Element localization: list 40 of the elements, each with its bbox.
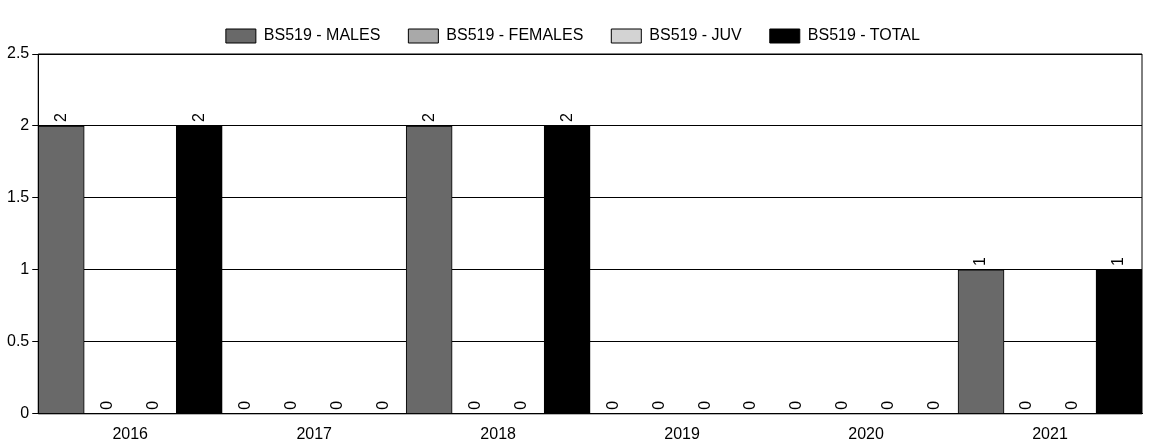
data-label: 0 — [741, 400, 759, 410]
y-tick-label: 2.5 — [6, 44, 30, 62]
y-tick-label: 1 — [20, 260, 30, 278]
data-label: 0 — [787, 400, 805, 410]
data-label: 0 — [511, 400, 529, 410]
legend-label: BS519 - FEMALES — [446, 26, 584, 44]
data-label: 1 — [971, 256, 989, 266]
data-label: 0 — [603, 400, 621, 410]
y-tick-label: 0.5 — [6, 332, 30, 350]
y-tick-label: 2 — [20, 116, 30, 134]
data-label: 0 — [465, 400, 483, 410]
x-tick-label: 2021 — [1032, 424, 1068, 442]
y-tick-label: 1.5 — [6, 188, 30, 206]
data-label: 0 — [925, 400, 943, 410]
data-label: 2 — [189, 112, 207, 122]
legend-label: BS519 - JUV — [649, 26, 743, 44]
data-label: 2 — [419, 112, 437, 122]
legend-label: BS519 - MALES — [263, 26, 381, 44]
data-label: 0 — [327, 400, 345, 410]
data-label: 0 — [97, 400, 115, 410]
data-label: 0 — [281, 400, 299, 410]
data-label: 0 — [649, 400, 667, 410]
x-tick-label: 2018 — [480, 424, 517, 442]
x-tick-label: 2017 — [296, 424, 333, 442]
data-label: 2 — [51, 112, 69, 122]
data-label: 0 — [235, 400, 253, 410]
data-label: 2 — [557, 112, 575, 122]
data-label: 0 — [373, 400, 391, 410]
legend-label: BS519 - TOTAL — [807, 26, 920, 44]
data-label: 0 — [695, 400, 713, 410]
data-label: 0 — [879, 400, 897, 410]
x-tick-label: 2019 — [664, 424, 700, 442]
x-tick-label: 2020 — [848, 424, 884, 442]
x-tick-label: 2016 — [112, 424, 149, 442]
data-label: 0 — [833, 400, 851, 410]
data-label: 1 — [1109, 256, 1127, 266]
data-label: 0 — [143, 400, 161, 410]
data-label: 0 — [1063, 400, 1081, 410]
y-tick-label: 0 — [20, 404, 30, 422]
data-label: 0 — [1017, 400, 1035, 410]
